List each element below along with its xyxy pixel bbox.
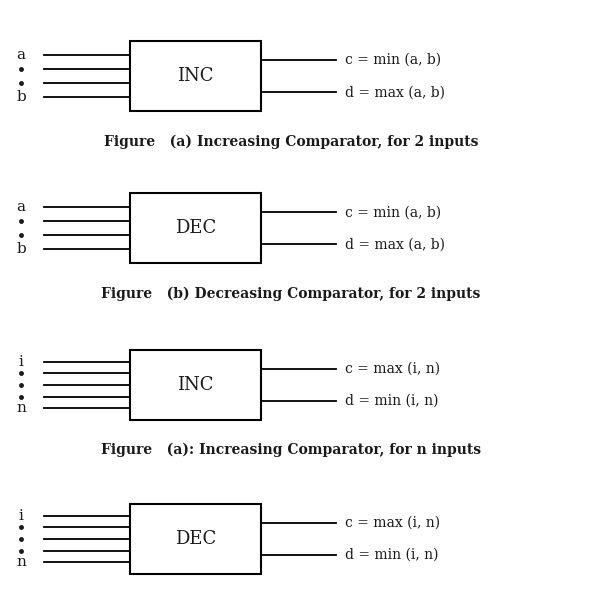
Text: Figure   (b) Decreasing Comparator, for 2 inputs: Figure (b) Decreasing Comparator, for 2 … bbox=[101, 287, 481, 301]
Text: c = max (i, n): c = max (i, n) bbox=[345, 516, 441, 530]
Text: b: b bbox=[16, 90, 26, 104]
Text: n: n bbox=[16, 555, 26, 569]
Text: a: a bbox=[17, 48, 25, 62]
Text: d = max (a, b): d = max (a, b) bbox=[345, 85, 445, 99]
Text: a: a bbox=[17, 200, 25, 214]
Text: i: i bbox=[19, 509, 24, 523]
Text: b: b bbox=[16, 242, 26, 256]
Text: i: i bbox=[19, 354, 24, 368]
Text: c = min (a, b): c = min (a, b) bbox=[345, 205, 442, 219]
Text: c = max (i, n): c = max (i, n) bbox=[345, 362, 441, 376]
Bar bbox=[130, 41, 261, 111]
Text: INC: INC bbox=[177, 376, 214, 394]
Text: n: n bbox=[16, 401, 26, 415]
Text: DEC: DEC bbox=[175, 219, 216, 238]
Bar bbox=[130, 194, 261, 263]
Text: c = min (a, b): c = min (a, b) bbox=[345, 53, 442, 67]
Text: d = max (a, b): d = max (a, b) bbox=[345, 238, 445, 252]
Text: Figure   (a): Increasing Comparator, for n inputs: Figure (a): Increasing Comparator, for n… bbox=[101, 443, 481, 457]
Text: d = min (i, n): d = min (i, n) bbox=[345, 394, 439, 408]
Text: d = min (i, n): d = min (i, n) bbox=[345, 548, 439, 562]
Bar bbox=[130, 504, 261, 574]
Text: INC: INC bbox=[177, 67, 214, 85]
Text: Figure   (a) Increasing Comparator, for 2 inputs: Figure (a) Increasing Comparator, for 2 … bbox=[104, 135, 478, 149]
Bar bbox=[130, 350, 261, 420]
Text: DEC: DEC bbox=[175, 530, 216, 548]
